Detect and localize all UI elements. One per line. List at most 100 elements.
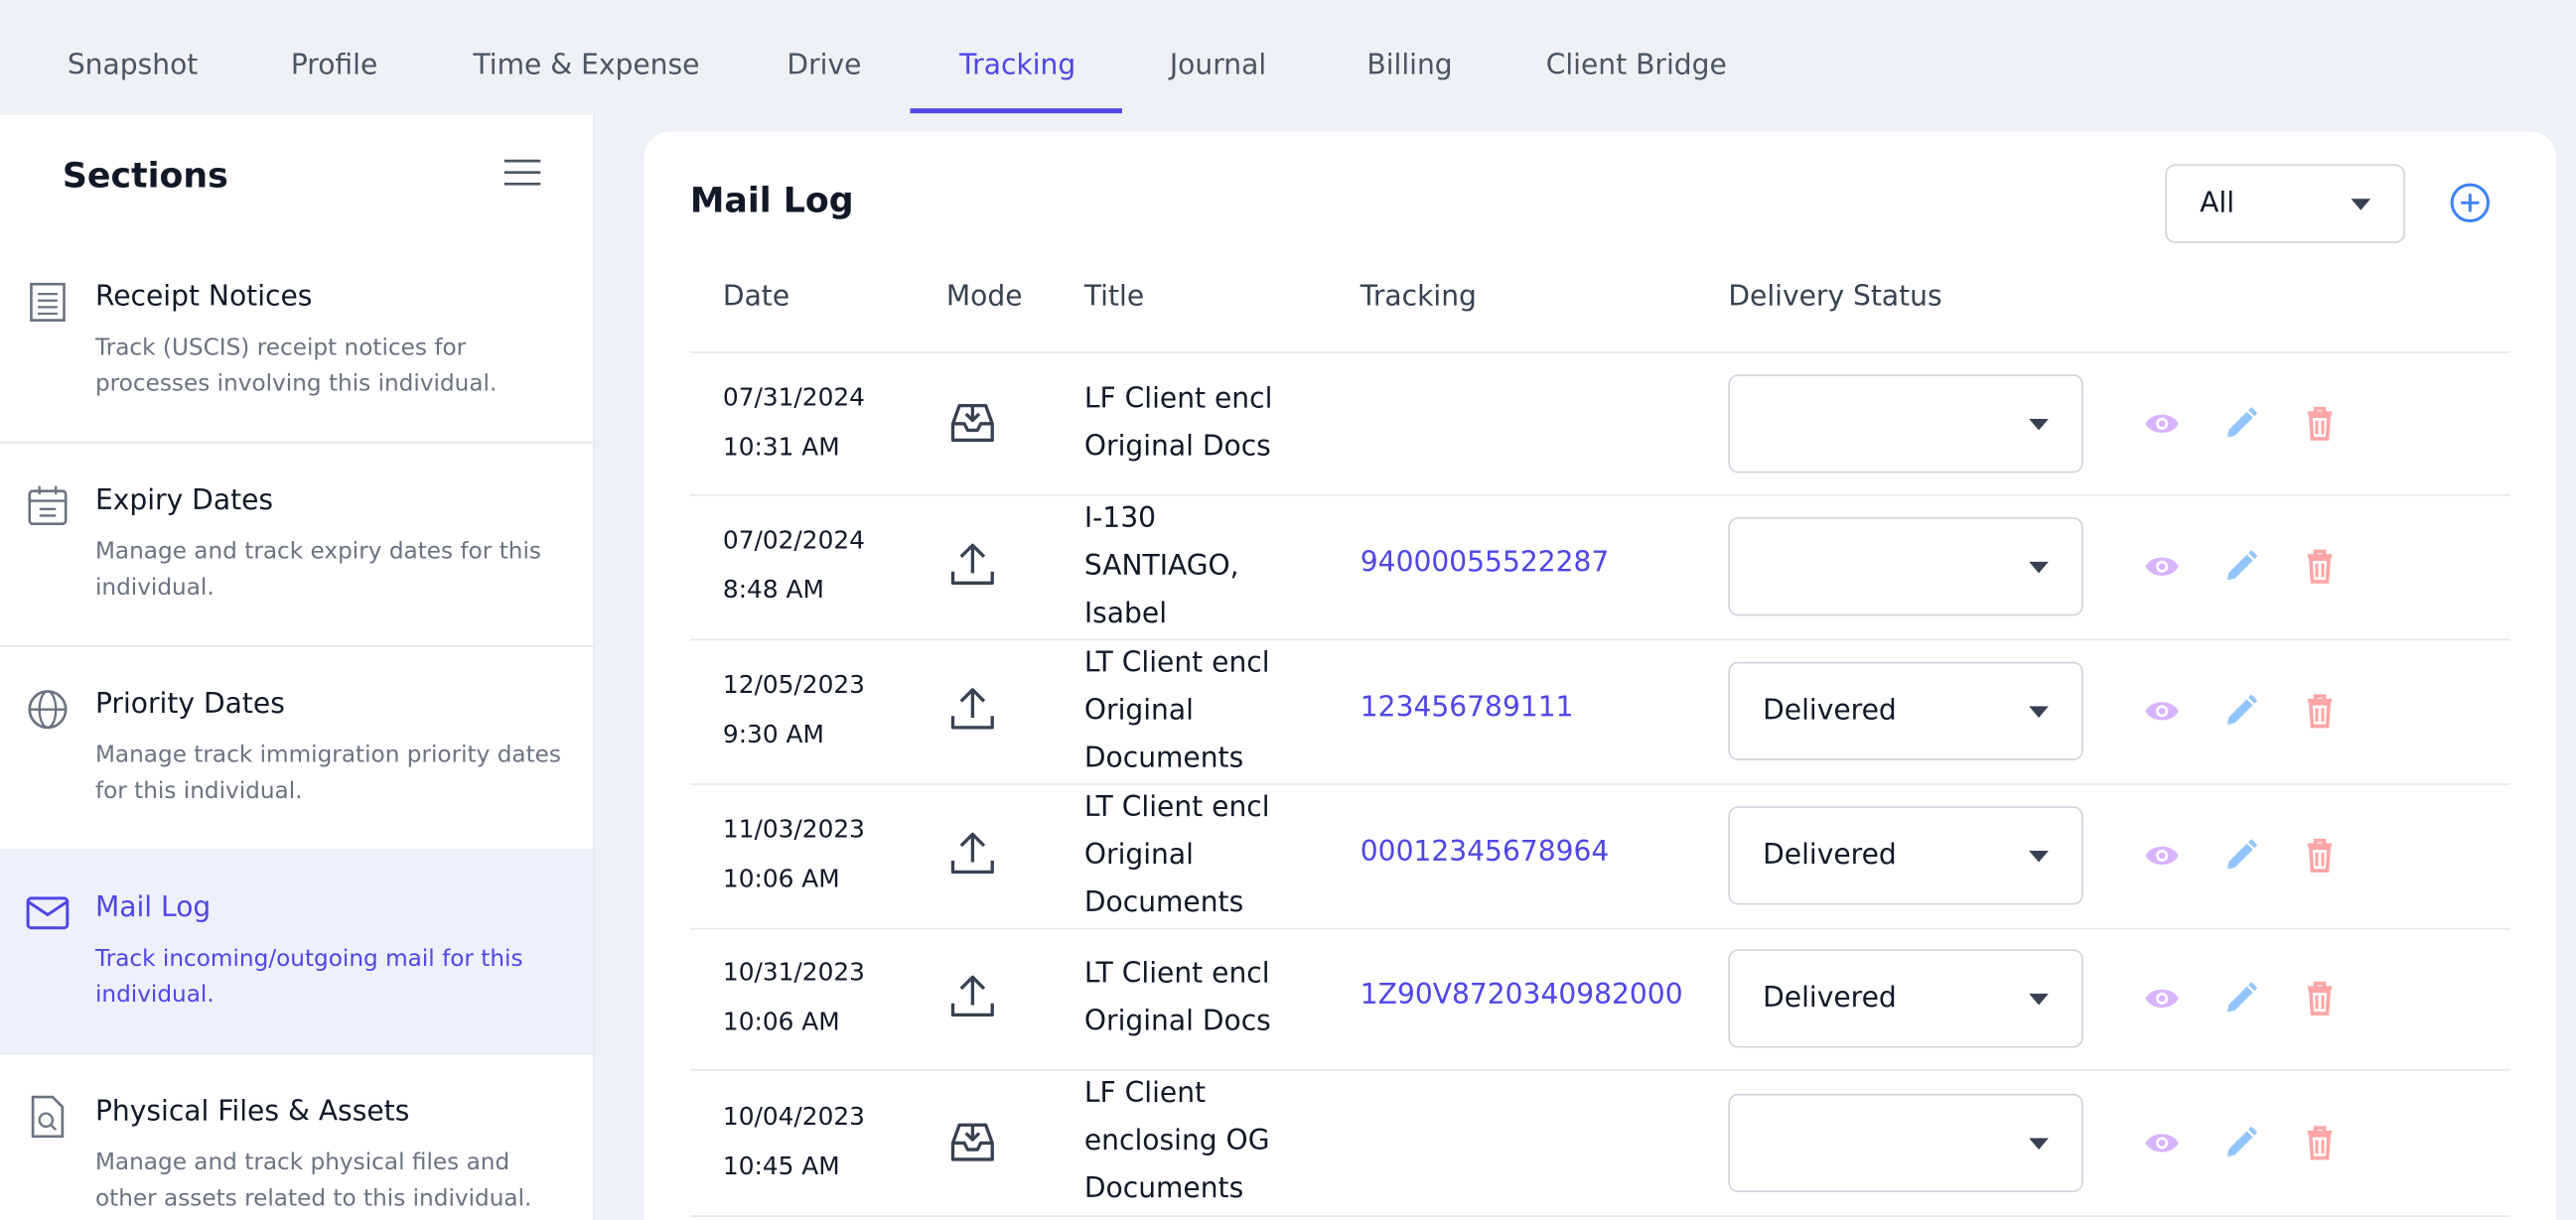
column-header: Tracking (1360, 280, 1477, 314)
date: 07/02/2024 (722, 525, 865, 556)
date-cell: 07/02/2024 8:48 AM (723, 515, 865, 613)
view-button[interactable] (2144, 1124, 2180, 1159)
edit-button[interactable] (2222, 406, 2258, 442)
section[interactable]: Expiry Dates Manage and track expiry dat… (0, 442, 594, 647)
date: 10/04/2023 (722, 1101, 865, 1132)
view-button[interactable] (2144, 693, 2180, 729)
section-title: Physical Files & Assets (94, 1095, 410, 1129)
section-description: Track incoming/outgoing mail for this in… (94, 945, 523, 1009)
date-cell: 10/04/2023 10:45 AM (723, 1091, 865, 1189)
tracking-link[interactable]: 94000055522287 (1360, 546, 1610, 580)
view-button[interactable] (2144, 838, 2180, 874)
view-button[interactable] (2144, 406, 2180, 442)
tab-indicator (910, 108, 1122, 114)
icon (26, 896, 70, 930)
status-select[interactable] (1728, 374, 2083, 474)
tab[interactable]: Journal (1169, 49, 1267, 82)
time: 10:45 AM (722, 1150, 840, 1180)
divider (689, 638, 2510, 641)
mode-icon (946, 539, 999, 592)
section[interactable]: Priority Dates Manage track immigration … (0, 645, 594, 851)
edit-button[interactable] (2222, 549, 2258, 585)
delete-button[interactable] (2302, 549, 2338, 585)
status-select[interactable]: Delivered (1728, 806, 2083, 905)
sidebar: Sections Receipt Notices Track (USCIS) r… (0, 114, 595, 1220)
title-cell: LF Client enclosing OG Documents (1083, 1077, 1270, 1206)
menu-button[interactable] (502, 158, 542, 188)
edit-button[interactable] (2222, 838, 2258, 874)
tab[interactable]: Snapshot (67, 49, 199, 82)
icon (28, 485, 68, 526)
status-select[interactable] (1728, 517, 2083, 616)
status-select[interactable]: Delivered (1728, 949, 2083, 1048)
title-cell: LF Client encl Original Docs (1083, 382, 1273, 464)
date-cell: 07/31/2024 10:31 AM (723, 373, 865, 472)
divider (689, 351, 2510, 353)
section-title: Expiry Dates (94, 484, 274, 518)
delete-button[interactable] (2302, 1124, 2338, 1159)
edit-button[interactable] (2222, 1124, 2258, 1159)
mode-icon (946, 971, 999, 1023)
filter-value: All (2200, 187, 2235, 220)
section[interactable]: Receipt Notices Track (USCIS) receipt no… (0, 238, 594, 444)
tracking-link[interactable]: 00012345678964 (1360, 836, 1610, 870)
caret (2029, 851, 2049, 864)
tab[interactable]: Profile (290, 49, 378, 82)
title-cell: LT Client encl Original Documents (1083, 645, 1270, 775)
time: 10:06 AM (722, 864, 840, 893)
caret (2029, 706, 2049, 719)
tab[interactable]: Drive (787, 49, 862, 82)
time: 10:31 AM (722, 432, 840, 462)
section[interactable]: Physical Files & Assets Manage and track… (0, 1052, 593, 1220)
view-button[interactable] (2144, 981, 2180, 1017)
status-value: Delivered (1763, 839, 1897, 873)
status-select[interactable] (1728, 1092, 2083, 1192)
divider (689, 783, 2510, 785)
tracking-link[interactable]: 123456789111 (1360, 691, 1574, 725)
mode-icon (946, 828, 999, 881)
date-cell: 12/05/2023 9:30 AM (723, 660, 865, 758)
time: 8:48 AM (722, 575, 824, 605)
view-button[interactable] (2144, 549, 2180, 585)
date-cell: 11/03/2023 10:06 AM (723, 805, 865, 903)
tab[interactable]: Billing (1366, 49, 1453, 82)
sidebar-title: Sections (62, 156, 228, 196)
tracking-link[interactable]: 1Z90V8720340982000 (1360, 978, 1683, 1013)
tab[interactable]: Client Bridge (1545, 49, 1727, 82)
card-title: Mail Log (689, 180, 854, 220)
caret (2351, 199, 2370, 211)
delete-button[interactable] (2302, 406, 2338, 442)
title-cell: I-130 SANTIAGO, Isabel (1083, 501, 1239, 630)
section-title: Mail Log (94, 891, 212, 925)
caret (2029, 419, 2049, 432)
status-value: Delivered (1763, 982, 1897, 1016)
section-description: Manage and track physical files and othe… (94, 1150, 532, 1212)
delete-button[interactable] (2302, 981, 2338, 1017)
mode-icon (946, 1114, 999, 1166)
edit-button[interactable] (2222, 981, 2258, 1017)
tab[interactable]: Tracking (959, 49, 1076, 82)
section-description: Manage track immigration priority dates … (94, 742, 561, 805)
divider (689, 493, 2510, 496)
mail-log-card (644, 131, 2557, 1220)
section[interactable]: Mail Log Track incoming/outgoing mail fo… (0, 849, 594, 1055)
icon (31, 1095, 65, 1139)
delete-button[interactable] (2302, 838, 2338, 874)
caret (2029, 562, 2049, 575)
add-button[interactable] (2450, 183, 2491, 223)
time: 9:30 AM (722, 719, 824, 749)
edit-button[interactable] (2222, 693, 2258, 729)
delete-button[interactable] (2302, 693, 2338, 729)
section-description: Manage and track expiry dates for this i… (94, 538, 541, 602)
status-select[interactable]: Delivered (1728, 661, 2083, 760)
caret (2029, 1138, 2049, 1151)
column-header: Title (1083, 280, 1145, 314)
tab[interactable]: Time & Expense (473, 49, 700, 82)
divider (689, 1068, 2510, 1071)
icon (28, 690, 68, 730)
filter-select[interactable]: All (2165, 164, 2405, 243)
status-value: Delivered (1763, 694, 1897, 728)
mode-icon (946, 396, 999, 449)
divider (689, 1215, 2510, 1217)
